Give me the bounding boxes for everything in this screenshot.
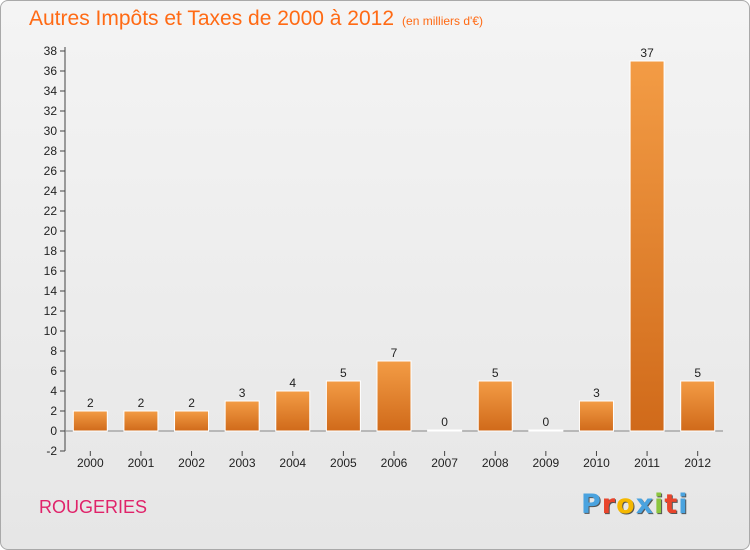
chart-subtitle: (en milliers d'€) bbox=[402, 14, 484, 28]
bar-2003 bbox=[224, 400, 260, 432]
data-label-2007: 0 bbox=[441, 415, 448, 429]
y-tick-label: 36 bbox=[44, 64, 58, 78]
y-tick-label: 0 bbox=[50, 424, 57, 438]
y-tick-label: 28 bbox=[44, 144, 58, 158]
data-label-2011: 37 bbox=[640, 46, 654, 60]
bar-2000 bbox=[72, 410, 108, 432]
logo-letter: i bbox=[654, 489, 665, 520]
data-label-2005: 5 bbox=[340, 366, 347, 380]
bar-2006 bbox=[376, 360, 412, 432]
logo-letter: t bbox=[664, 489, 679, 520]
y-tick-label: 8 bbox=[50, 344, 57, 358]
logo-letter: P bbox=[581, 489, 602, 520]
data-label-2008: 5 bbox=[492, 366, 499, 380]
bar-2012 bbox=[680, 380, 716, 432]
data-label-2006: 7 bbox=[391, 346, 398, 360]
y-tick-label: 26 bbox=[44, 164, 58, 178]
y-tick-label: 34 bbox=[44, 84, 58, 98]
x-tick-label-2002: 2002 bbox=[178, 456, 205, 470]
data-label-2004: 4 bbox=[289, 376, 296, 390]
x-tick-label-2005: 2005 bbox=[330, 456, 357, 470]
x-tick-label-2008: 2008 bbox=[482, 456, 509, 470]
bar-2009 bbox=[528, 429, 564, 432]
bar-2001 bbox=[123, 410, 159, 432]
y-tick-label: 6 bbox=[50, 364, 57, 378]
logo-letter: x bbox=[635, 489, 655, 520]
bar-2011 bbox=[629, 60, 665, 432]
data-label-2003: 3 bbox=[239, 386, 246, 400]
logo-letter: r bbox=[601, 489, 617, 520]
y-tick-label: 16 bbox=[44, 264, 58, 278]
y-tick-label: 18 bbox=[44, 244, 58, 258]
x-tick-label-2010: 2010 bbox=[583, 456, 610, 470]
x-tick-label-2009: 2009 bbox=[532, 456, 559, 470]
y-tick-label: 32 bbox=[44, 104, 58, 118]
x-tick-label-2006: 2006 bbox=[381, 456, 408, 470]
y-tick-label: 14 bbox=[44, 284, 58, 298]
bar-2002 bbox=[174, 410, 210, 432]
commune-name: ROUGERIES bbox=[39, 497, 148, 517]
y-tick-label: 2 bbox=[50, 404, 57, 418]
bar-2004 bbox=[275, 390, 311, 432]
data-label-2012: 5 bbox=[694, 366, 701, 380]
y-tick-label: 30 bbox=[44, 124, 58, 138]
data-label-2000: 2 bbox=[87, 396, 94, 410]
chart-title-text: Autres Impôts et Taxes de 2000 à 2012 bbox=[29, 7, 395, 30]
x-tick-label-2007: 2007 bbox=[431, 456, 458, 470]
bar-2008 bbox=[477, 380, 513, 432]
bar-2005 bbox=[325, 380, 361, 432]
y-tick-label: 4 bbox=[50, 384, 57, 398]
y-tick-label: 22 bbox=[44, 204, 58, 218]
bar-2007 bbox=[427, 429, 463, 432]
logo-letter: o bbox=[616, 489, 636, 520]
y-tick-label: 24 bbox=[44, 184, 58, 198]
data-label-2009: 0 bbox=[543, 415, 550, 429]
y-tick-label: -2 bbox=[46, 444, 57, 458]
y-tick-label: 20 bbox=[44, 224, 58, 238]
chart-title: Autres Impôts et Taxes de 2000 à 2012 (en… bbox=[29, 7, 483, 31]
x-tick-label-2000: 2000 bbox=[77, 456, 104, 470]
logo-letter: i bbox=[678, 489, 689, 520]
data-label-2010: 3 bbox=[593, 386, 600, 400]
x-tick-label-2004: 2004 bbox=[279, 456, 306, 470]
data-label-2001: 2 bbox=[138, 396, 145, 410]
x-tick-label-2001: 2001 bbox=[128, 456, 155, 470]
x-tick-label-2003: 2003 bbox=[229, 456, 256, 470]
bar-2010 bbox=[578, 400, 614, 432]
y-tick-label: 12 bbox=[44, 304, 58, 318]
data-label-2002: 2 bbox=[188, 396, 195, 410]
y-tick-label: 10 bbox=[44, 324, 58, 338]
x-tick-label-2012: 2012 bbox=[684, 456, 711, 470]
x-tick-label-2011: 2011 bbox=[634, 456, 660, 470]
proxiti-logo: Proxiti bbox=[581, 489, 689, 520]
y-tick-label: 38 bbox=[44, 44, 58, 58]
